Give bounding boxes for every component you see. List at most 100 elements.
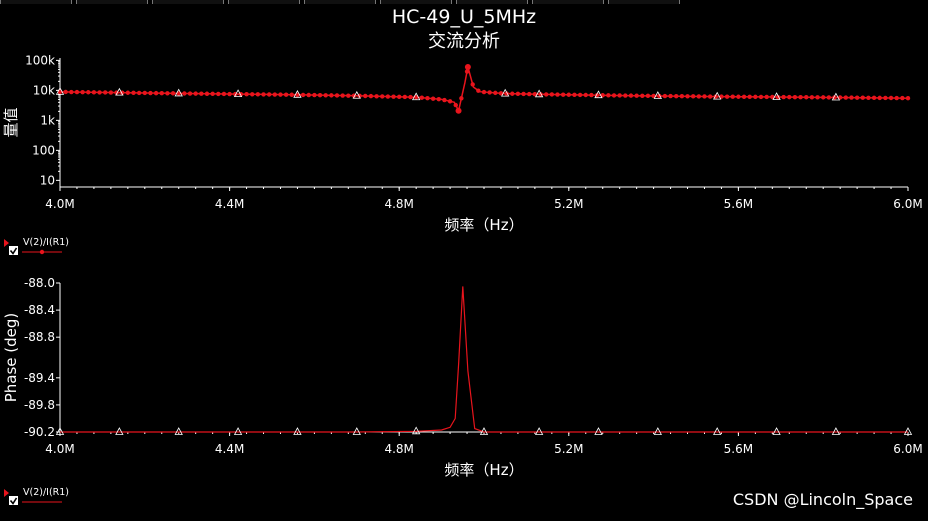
data-point	[340, 93, 345, 98]
marker-triangle	[501, 88, 510, 97]
data-point	[724, 94, 730, 99]
data-point	[187, 91, 193, 96]
marker-triangle	[653, 91, 663, 99]
data-point	[86, 90, 91, 95]
marker-triangle	[594, 90, 603, 99]
data-point	[255, 92, 261, 97]
data-point	[108, 90, 114, 95]
marker-triangle	[772, 427, 781, 435]
tab-strip[interactable]	[0, 0, 928, 6]
data-point	[103, 90, 108, 95]
data-point	[250, 92, 255, 97]
y-tick-label: -88.8	[24, 330, 55, 344]
x-tick-label: 5.2M	[554, 442, 583, 456]
resonance-point	[455, 107, 462, 114]
data-point	[63, 89, 68, 95]
data-point	[374, 94, 379, 99]
data-point	[402, 94, 408, 100]
data-point	[80, 89, 85, 95]
data-point	[860, 95, 865, 100]
data-point	[442, 97, 447, 103]
marker-triangle	[594, 427, 603, 435]
data-point	[894, 95, 899, 101]
data-point	[221, 91, 227, 97]
data-point	[470, 82, 475, 87]
data-point	[453, 102, 458, 108]
series-line	[59, 66, 909, 113]
data-point	[323, 93, 328, 98]
data-point	[521, 91, 526, 97]
data-point	[826, 95, 832, 100]
tab[interactable]	[152, 0, 224, 4]
legend-checkbox[interactable]	[9, 246, 18, 255]
x-axis-label: 频率（Hz）	[444, 216, 523, 234]
data-point	[662, 93, 668, 99]
data-point	[804, 95, 809, 100]
data-point	[193, 91, 198, 96]
check-icon	[9, 247, 18, 255]
data-point	[346, 93, 351, 98]
data-point	[843, 95, 849, 100]
data-point	[674, 93, 679, 99]
data-point	[685, 94, 690, 99]
data-point	[278, 92, 283, 97]
tab[interactable]	[76, 0, 148, 4]
data-point	[385, 94, 391, 99]
data-point	[204, 91, 210, 96]
data-point	[888, 95, 894, 101]
data-point	[849, 95, 854, 100]
legend-label: V(2)/I(R1)	[23, 237, 69, 248]
tab[interactable]	[608, 0, 680, 4]
y-tick-label: 100k	[25, 53, 55, 67]
data-point	[272, 92, 278, 97]
tab[interactable]	[456, 0, 528, 4]
data-point	[216, 91, 221, 97]
x-tick-label: 4.4M	[215, 197, 244, 211]
x-tick-label: 4.0M	[45, 442, 74, 456]
data-point	[244, 92, 249, 97]
legend-flag-icon	[4, 489, 9, 497]
data-point	[436, 96, 441, 102]
x-tick-label: 4.4M	[215, 442, 244, 456]
tab[interactable]	[532, 0, 604, 4]
marker-triangle	[479, 427, 489, 435]
data-point	[764, 94, 769, 100]
y-tick-label: -89.8	[24, 398, 55, 412]
marker-triangle	[534, 427, 544, 435]
data-point	[549, 92, 555, 97]
legend-label: V(2)/I(R1)	[23, 487, 69, 498]
data-point	[283, 92, 289, 97]
tab[interactable]	[304, 0, 376, 4]
tab[interactable]	[380, 0, 452, 4]
tab[interactable]	[228, 0, 300, 4]
data-point	[408, 94, 413, 100]
data-point	[142, 90, 147, 96]
legend-checkbox[interactable]	[9, 496, 18, 505]
marker-triangle	[713, 91, 722, 100]
x-tick-label: 5.6M	[724, 197, 753, 211]
chart-title: HC-49_U_5MHz	[391, 6, 537, 28]
data-point	[741, 94, 747, 99]
data-point	[165, 91, 170, 96]
data-point	[668, 93, 673, 99]
data-point	[329, 93, 334, 98]
data-point	[425, 95, 430, 101]
data-point	[679, 94, 685, 99]
data-point	[527, 91, 532, 97]
data-point	[199, 91, 204, 96]
legend-flag-icon	[4, 239, 9, 247]
data-point	[583, 92, 588, 98]
data-point	[555, 92, 560, 97]
marker-triangle	[174, 88, 183, 97]
data-point	[753, 94, 758, 100]
data-point	[566, 92, 571, 97]
data-point	[707, 94, 713, 99]
marker-triangle	[831, 427, 841, 435]
data-point	[758, 94, 764, 100]
data-point	[334, 93, 340, 98]
tab[interactable]	[0, 0, 72, 4]
marker-triangle	[115, 427, 124, 435]
chart-subtitle: 交流分析	[428, 31, 500, 52]
data-point	[606, 93, 611, 98]
